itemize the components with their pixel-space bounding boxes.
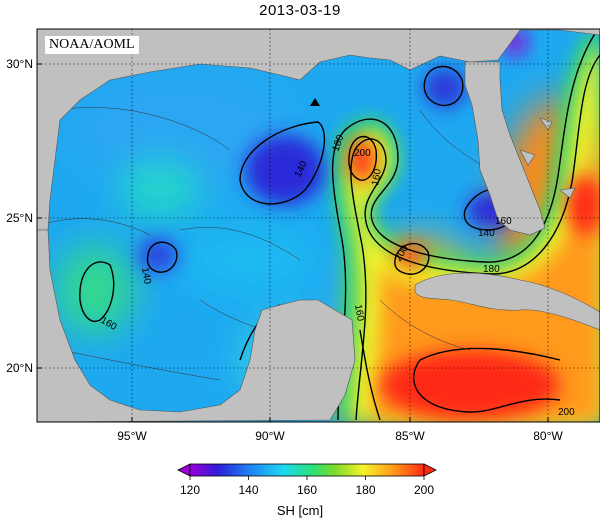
lat-label: 20°N xyxy=(6,361,33,375)
credit-label: NOAA/AOML xyxy=(45,36,139,54)
lat-label: 25°N xyxy=(6,211,33,225)
map-frame xyxy=(36,28,600,423)
map-title: 2013-03-19 xyxy=(259,2,341,19)
colorbar-tick: 160 xyxy=(297,483,317,497)
land-mexico xyxy=(37,229,356,422)
contour-label: 160 xyxy=(352,304,366,323)
land-bahamas xyxy=(519,149,536,166)
colorbar: 120 140 160 180 200 xyxy=(177,463,437,497)
tick-marks xyxy=(37,63,549,422)
latitude-labels: 30°N 25°N 20°N xyxy=(6,57,33,375)
cold-eddy-central xyxy=(245,135,325,205)
cold-eddy-north xyxy=(423,68,467,108)
land-florida xyxy=(464,61,546,236)
colorbar-high-arrow xyxy=(423,463,437,477)
colorbar-tick: 120 xyxy=(180,483,200,497)
lon-label: 80°W xyxy=(533,429,563,443)
lon-label: 85°W xyxy=(395,429,425,443)
colorbar-label: SH [cm] xyxy=(276,503,324,518)
colorbar-gradient xyxy=(189,463,425,477)
colorbar-tick: 140 xyxy=(238,483,258,497)
graticule xyxy=(37,29,600,422)
colorbar-low-arrow xyxy=(177,463,191,477)
contour-label: 140 xyxy=(478,228,495,239)
land-cuba xyxy=(414,272,600,331)
colorbar-tick: 180 xyxy=(355,483,375,497)
contour-label: 200 xyxy=(558,407,575,418)
longitude-labels: 95°W 90°W 85°W 80°W xyxy=(117,429,563,443)
lon-label: 95°W xyxy=(117,429,147,443)
colorbar-tick: 200 xyxy=(414,483,434,497)
lon-label: 90°W xyxy=(255,429,285,443)
contour-label: 180 xyxy=(483,264,500,275)
map-panel xyxy=(37,29,600,422)
lat-label: 30°N xyxy=(6,57,33,71)
contour-label: 140 xyxy=(139,267,153,286)
contour-label: 200 xyxy=(354,148,371,159)
contour-value-labels: 140 160 140 180 200 160 160 140 180 200 … xyxy=(99,133,576,418)
triangle-icon xyxy=(310,98,320,106)
contour-label: 160 xyxy=(495,216,512,227)
contour-label: 160 xyxy=(370,168,384,187)
